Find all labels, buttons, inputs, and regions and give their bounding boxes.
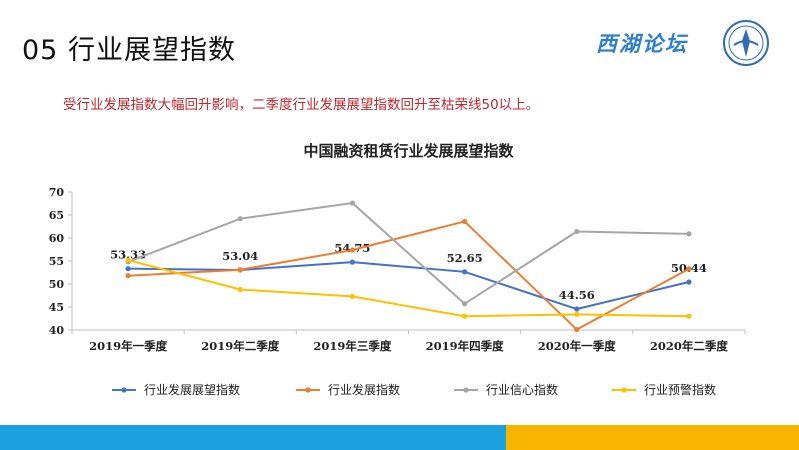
- data-point: [237, 216, 243, 222]
- x-tick-label: 2019年一季度: [89, 339, 168, 353]
- legend-label: 行业发展指数: [328, 382, 400, 397]
- legend-swatch-marker: [305, 387, 311, 393]
- y-tick-label: 55: [49, 255, 64, 268]
- legend-label: 行业预警指数: [644, 382, 716, 397]
- data-point: [349, 247, 356, 253]
- legend-label: 行业信心指数: [486, 382, 558, 397]
- data-point: [574, 306, 580, 312]
- data-point: [686, 313, 692, 319]
- data-point: [237, 267, 243, 273]
- data-point: [686, 279, 692, 285]
- subtitle: 受行业发展指数大幅回升影响，二季度行业发展展望指数回升至枯荣线50以上。: [63, 97, 540, 113]
- chart-title: 中国融资租赁行业发展展望指数: [303, 142, 514, 160]
- data-point: [125, 273, 131, 279]
- data-point: [349, 293, 356, 300]
- y-tick-label: 50: [49, 278, 65, 291]
- brand-logo-text: 西湖论坛: [596, 31, 688, 56]
- footer-band-blue: [0, 425, 506, 450]
- data-point: [574, 311, 580, 317]
- data-point: [461, 218, 468, 225]
- data-point: [125, 266, 131, 272]
- y-tick-label: 60: [49, 232, 65, 245]
- legend-swatch-marker: [121, 387, 127, 393]
- series-line-2: [127, 201, 689, 306]
- x-tick-label: 2020年一季度: [538, 339, 617, 353]
- data-point: [461, 269, 468, 275]
- y-tick-label: 45: [49, 301, 64, 314]
- data-point: [461, 301, 468, 307]
- data-point: [125, 257, 131, 263]
- line-chart: 中国融资租赁行业发展展望指数 40 45 50 55 60 65 70 2019年一季度 2019…: [49, 142, 746, 397]
- data-point: [574, 228, 580, 235]
- data-point: [574, 326, 580, 333]
- series-line-0: [128, 261, 690, 311]
- x-tick-label: 2020年二季度: [650, 339, 729, 353]
- legend-label: 行业发展展望指数: [144, 382, 240, 397]
- x-tick-label: 2019年四季度: [426, 339, 505, 353]
- footer-band-yellow: [506, 425, 799, 450]
- y-tick-label: 65: [49, 209, 64, 222]
- page-title: 05 行业展望指数: [22, 35, 236, 66]
- data-label: 53.04: [222, 249, 258, 263]
- data-label: 52.65: [447, 251, 483, 265]
- legend-swatch-marker: [463, 387, 469, 393]
- data-point: [461, 313, 468, 319]
- forum-seal-icon: [723, 20, 769, 66]
- legend-swatch-marker: [621, 387, 627, 393]
- data-point: [686, 266, 692, 272]
- data-point: [349, 200, 356, 206]
- data-point: [237, 286, 243, 293]
- data-point: [686, 231, 692, 237]
- series-line-1: [128, 220, 690, 331]
- x-tick-label: 2019年三季度: [313, 339, 392, 353]
- y-tick-label: 70: [49, 186, 65, 199]
- series-line-3: [127, 259, 689, 318]
- data-point: [349, 259, 356, 265]
- y-tick-label: 40: [49, 324, 65, 337]
- data-label: 44.56: [559, 288, 595, 302]
- x-tick-label: 2019年二季度: [201, 339, 280, 353]
